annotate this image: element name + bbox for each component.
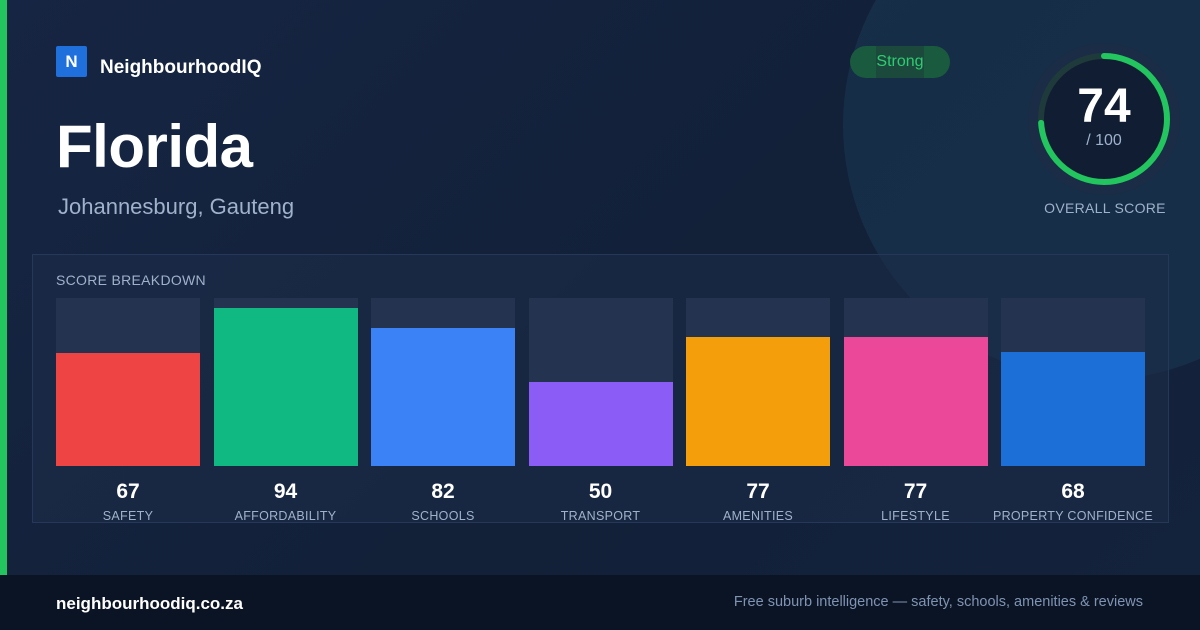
score-bar-track — [1001, 298, 1145, 466]
suburb-location: Johannesburg, Gauteng — [58, 194, 295, 219]
footer — [0, 575, 1200, 630]
score-bar-amenities: 77 AMENITIES — [686, 298, 830, 526]
score-bar-label: PROPERTY CONFIDENCE — [992, 509, 1154, 523]
accent-bar — [0, 0, 7, 575]
score-bar-track — [528, 298, 673, 466]
score-bar-transport: 50 TRANSPORT — [528, 298, 673, 526]
score-bar-track — [213, 298, 358, 466]
score-bar-track — [56, 298, 200, 466]
score-bar-fill — [371, 328, 515, 466]
score-breakdown-title: SCORE BREAKDOWN — [56, 272, 206, 288]
score-bar-schools: 82 SCHOOLS — [371, 298, 515, 526]
score-bar-track — [371, 298, 515, 466]
score-bar-value: 77 — [903, 480, 928, 503]
score-bar-fill — [213, 308, 358, 466]
overall-score-arc — [1038, 53, 1170, 185]
score-bar-value: 68 — [1061, 480, 1085, 503]
score-bar-label: AMENITIES — [722, 509, 794, 523]
score-bar-fill — [1001, 351, 1145, 466]
score-bar-value: 94 — [273, 480, 298, 503]
score-bar-label: LIFESTYLE — [881, 509, 950, 523]
score-bar-label: SAFETY — [102, 509, 154, 523]
score-bar-affordability: 94 AFFORDABILITY — [213, 298, 358, 526]
score-bar-fill — [686, 336, 830, 466]
score-bar-value: 82 — [431, 480, 455, 503]
overall-score-label: OVERALL SCORE — [1044, 200, 1166, 216]
score-bar-lifestyle: 77 LIFESTYLE — [843, 298, 988, 526]
brand-name: NeighbourhoodIQ — [100, 57, 262, 78]
score-bar-property-confidence: 68 PROPERTY CONFIDENCE — [993, 298, 1153, 526]
footer-url[interactable]: neighbourhoodiq.co.za — [56, 594, 243, 613]
score-bar-safety: 67 SAFETY — [56, 298, 200, 526]
score-bar-fill — [56, 353, 200, 466]
score-bar-track — [686, 298, 830, 466]
score-bar-fill — [528, 382, 673, 466]
suburb-title: Florida — [56, 113, 253, 180]
score-bar-fill — [843, 336, 988, 466]
logo-icon: N — [56, 46, 87, 77]
score-bar-label: TRANSPORT — [560, 509, 641, 523]
score-bar-value: 50 — [588, 480, 613, 503]
score-bar-value: 77 — [746, 480, 770, 503]
footer-tagline: Free suburb intelligence — safety, schoo… — [733, 594, 1143, 610]
score-bar-value: 67 — [116, 480, 140, 503]
overall-score-ring — [1028, 43, 1180, 195]
overall-score-max: / 100 — [1086, 132, 1122, 149]
score-bar-label: SCHOOLS — [411, 509, 475, 523]
score-bar-track — [843, 298, 988, 466]
rating-badge: Strong — [850, 46, 950, 78]
rating-badge-label: Strong — [876, 53, 924, 70]
score-bar-label: AFFORDABILITY — [234, 509, 337, 523]
overall-score-value: 74 — [1077, 80, 1131, 133]
